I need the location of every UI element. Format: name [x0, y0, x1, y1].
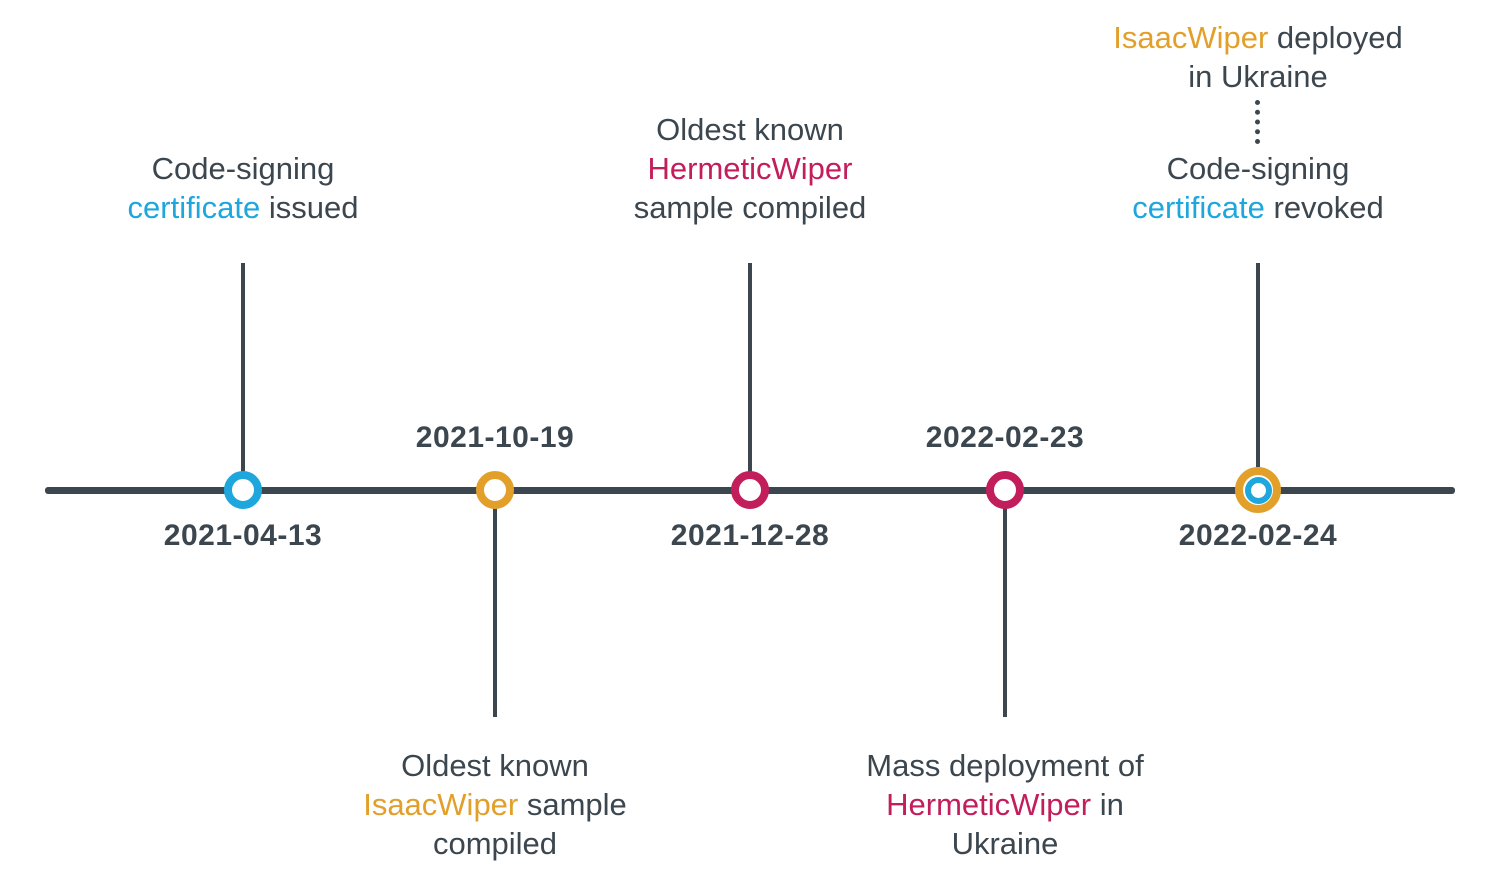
label-text: deployed: [1268, 20, 1403, 55]
label-line: Ukraine: [866, 824, 1143, 863]
label-line: IsaacWiper sample: [363, 785, 627, 824]
label-text-highlight: IsaacWiper: [1113, 20, 1269, 55]
event-marker-4: [986, 471, 1024, 509]
event-marker-5: [1235, 467, 1281, 513]
label-text: revoked: [1264, 190, 1384, 225]
label-text: Ukraine: [951, 826, 1059, 861]
event-label-4: Mass deployment of HermeticWiper in Ukra…: [866, 746, 1143, 863]
label-text: Code-signing: [151, 151, 335, 186]
event-date-5: 2022-02-24: [1178, 519, 1338, 552]
label-line: Mass deployment of: [866, 746, 1143, 785]
label-text: Code-signing: [1166, 151, 1350, 186]
label-text: Mass deployment of: [866, 748, 1144, 783]
label-line: sample compiled: [634, 188, 867, 227]
event-date-3: 2021-12-28: [670, 519, 830, 552]
event-label-3: Oldest known HermeticWiper sample compil…: [634, 110, 867, 227]
event-marker-1: [224, 471, 262, 509]
label-text-highlight: HermeticWiper: [647, 151, 853, 186]
label-text-highlight: HermeticWiper: [886, 787, 1092, 822]
label-text: in: [1091, 787, 1124, 822]
event-label-2: Oldest known IsaacWiper sample compiled: [363, 746, 627, 863]
label-line: IsaacWiper deployed: [1113, 18, 1403, 57]
label-text: in Ukraine: [1188, 59, 1328, 94]
dotted-separator: [1255, 100, 1260, 144]
event-label-5-bottom: Code-signing certificate revoked: [1132, 149, 1384, 227]
event-marker-3: [731, 471, 769, 509]
event-date-4: 2022-02-23: [925, 421, 1085, 454]
label-text: sample compiled: [633, 190, 867, 225]
event-marker-2: [476, 471, 514, 509]
event-label-5-top: IsaacWiper deployed in Ukraine: [1113, 18, 1403, 96]
label-text: compiled: [432, 826, 558, 861]
event-label-1: Code-signing certificate issued: [128, 149, 359, 227]
connector-line-4: [1003, 508, 1007, 717]
connector-line-1: [241, 263, 245, 472]
event-date-1: 2021-04-13: [163, 519, 323, 552]
event-date-2: 2021-10-19: [415, 421, 575, 454]
label-text: Oldest known: [656, 112, 844, 147]
label-line: certificate issued: [128, 188, 359, 227]
label-line: Code-signing: [1132, 149, 1384, 188]
label-line: HermeticWiper: [634, 149, 867, 188]
label-text: sample: [518, 787, 627, 822]
connector-line-2: [493, 508, 497, 717]
label-line: in Ukraine: [1113, 57, 1403, 96]
label-text: issued: [260, 190, 359, 225]
label-line: certificate revoked: [1132, 188, 1384, 227]
label-line: Oldest known: [363, 746, 627, 785]
label-line: HermeticWiper in: [866, 785, 1143, 824]
label-line: Code-signing: [128, 149, 359, 188]
label-line: Oldest known: [634, 110, 867, 149]
label-text-highlight: certificate: [127, 190, 261, 225]
label-text: Oldest known: [401, 748, 589, 783]
label-text-highlight: IsaacWiper: [363, 787, 519, 822]
label-line: compiled: [363, 824, 627, 863]
connector-line-3: [748, 263, 752, 472]
event-marker-5-inner-ring: [1244, 476, 1272, 504]
label-text-highlight: certificate: [1132, 190, 1265, 225]
connector-line-5: [1256, 263, 1260, 467]
